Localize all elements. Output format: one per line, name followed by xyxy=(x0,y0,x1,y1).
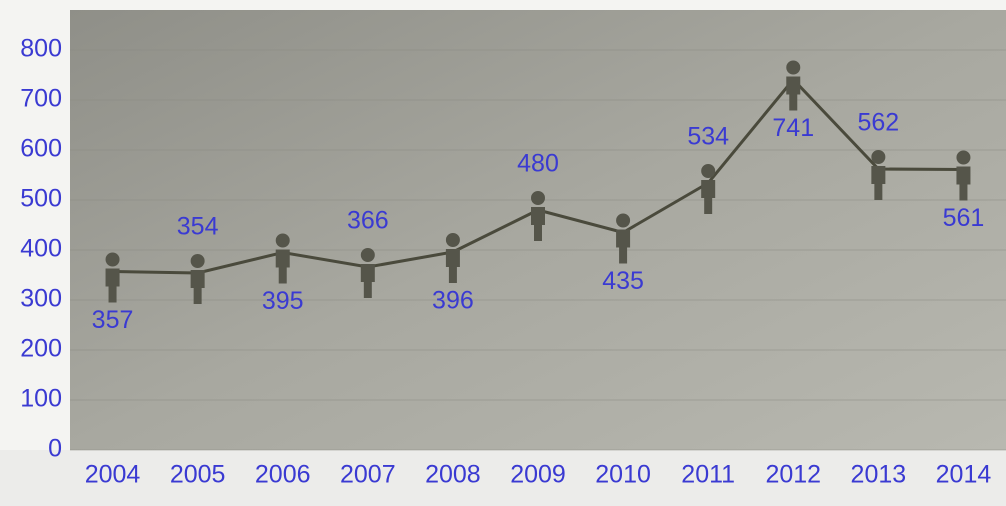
value-label: 395 xyxy=(262,287,304,315)
x-tick-label: 2005 xyxy=(170,461,226,489)
value-label: 561 xyxy=(943,204,985,232)
x-tick-label: 2014 xyxy=(936,461,992,489)
x-tick-label: 2008 xyxy=(425,461,481,489)
value-label: 354 xyxy=(177,213,219,241)
value-label: 366 xyxy=(347,207,389,235)
x-tick-label: 2012 xyxy=(765,461,821,489)
x-tick-label: 2009 xyxy=(510,461,566,489)
y-tick-label: 100 xyxy=(20,385,62,413)
x-tick-label: 2006 xyxy=(255,461,311,489)
value-label: 480 xyxy=(517,150,559,178)
y-tick-label: 0 xyxy=(48,435,62,463)
x-tick-label: 2010 xyxy=(595,461,651,489)
chart: 0 100 200 300 400 500 600 700 800 2004 2005 2006 200… xyxy=(0,0,1006,506)
y-tick-label: 500 xyxy=(20,185,62,213)
value-label: 534 xyxy=(687,123,729,151)
x-tick-label: 2007 xyxy=(340,461,396,489)
value-label: 741 xyxy=(772,114,814,142)
value-label: 562 xyxy=(858,109,900,137)
y-tick-label: 300 xyxy=(20,285,62,313)
x-tick-label: 2013 xyxy=(851,461,907,489)
y-tick-label: 600 xyxy=(20,135,62,163)
y-tick-label: 700 xyxy=(20,85,62,113)
x-tick-label: 2004 xyxy=(85,461,141,489)
value-label: 396 xyxy=(432,287,474,315)
y-tick-label: 800 xyxy=(20,35,62,63)
y-tick-label: 400 xyxy=(20,235,62,263)
y-tick-label: 200 xyxy=(20,335,62,363)
value-label: 435 xyxy=(602,267,644,295)
value-label: 357 xyxy=(92,306,134,334)
x-tick-label: 2011 xyxy=(681,461,735,489)
